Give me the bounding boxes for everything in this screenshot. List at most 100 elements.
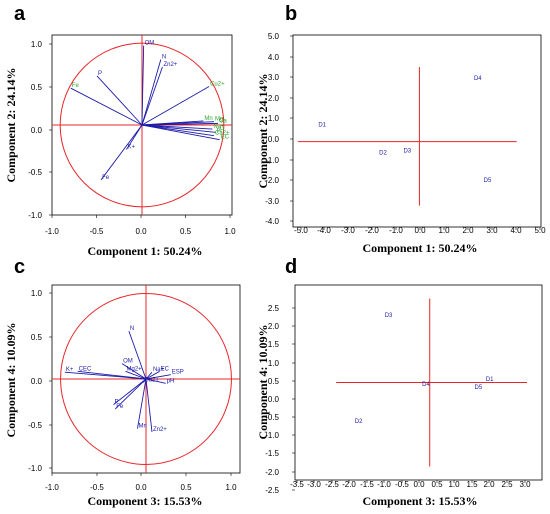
x-tick-label: 0.0 (135, 483, 147, 492)
x-tick-label: 0.5 (431, 480, 443, 489)
score-point-label: D4 (474, 76, 482, 82)
y-tick-label: 3.0 (268, 73, 280, 82)
loading-label: Zn2+ (163, 62, 177, 68)
y-tick-label: 0.0 (31, 126, 43, 135)
score-point-label: D3 (385, 313, 393, 319)
y-tick-label: -0.5 (28, 168, 42, 177)
loading-label: Mg (215, 117, 223, 123)
x-tick-label: 5.0 (534, 226, 546, 235)
x-tick-label: -1.0 (45, 227, 59, 236)
loading-vector (141, 122, 219, 126)
y-tick-label: -1.5 (265, 449, 279, 458)
y-tick-label: 2.0 (268, 94, 280, 103)
loading-label: Mn (204, 116, 212, 122)
x-tick-label: 0.0 (413, 480, 425, 489)
x-tick-label: 0.0 (135, 227, 147, 236)
loading-label: Ca2+ (215, 131, 230, 137)
loading-vector (114, 378, 147, 410)
loading-vector (145, 378, 166, 384)
y-tick-label: 5.0 (268, 32, 280, 41)
x-tick-label: -2.5 (325, 480, 339, 489)
x-tick-label: -1.0 (377, 480, 391, 489)
x-tick-label: 3.0 (519, 480, 531, 489)
y-tick-label: -2.5 (265, 486, 279, 495)
x-tick-label: 4.0 (510, 226, 522, 235)
y-tick-label: 0.5 (268, 377, 280, 386)
loading-vector (141, 124, 215, 137)
loading-label: EC (161, 366, 170, 372)
loading-vector (141, 124, 216, 133)
x-tick-label: -3.0 (341, 226, 355, 235)
x-tick-label: 0.5 (180, 483, 192, 492)
loading-label: Mn (138, 424, 146, 430)
x-tick-label: 1.0 (448, 480, 460, 489)
score-point-label: D1 (318, 123, 326, 129)
loading-vector (137, 378, 147, 429)
y-tick-label: -0.5 (28, 421, 42, 430)
panel-letter-c: c (14, 256, 25, 278)
loading-label: K+ (127, 145, 135, 151)
loading-vector (77, 370, 147, 380)
loading-label: K+ (66, 367, 74, 373)
loading-vector (141, 66, 163, 126)
score-point-label: D2 (355, 419, 363, 425)
panel-letter-a: a (14, 3, 26, 25)
loading-vector (121, 363, 147, 380)
loading-label: Na+ (153, 367, 165, 373)
x-axis-title: Component 1: 50.24% (362, 241, 477, 255)
y-tick-label: -1.0 (265, 431, 279, 440)
loading-vector (100, 124, 143, 181)
y-tick-label: 1.0 (31, 40, 43, 49)
x-tick-label: -1.5 (360, 480, 374, 489)
x-tick-label: 1.0 (225, 483, 237, 492)
y-tick-label: 0.0 (268, 135, 280, 144)
y-tick-label: -2.0 (265, 468, 279, 477)
loading-label: CEC (79, 366, 92, 372)
x-tick-label: -0.5 (90, 483, 104, 492)
loading-label: Mg2+ (126, 366, 142, 372)
y-axis-title: Component 4: 10.09% (4, 322, 18, 437)
loading-label: Zn2+ (153, 427, 167, 433)
y-tick-label: 0.5 (31, 333, 43, 342)
x-axis-title: Component 3: 15.53% (87, 494, 202, 508)
x-tick-label: -2.0 (365, 226, 379, 235)
loading-label: P (98, 71, 102, 77)
loading-label: N (130, 326, 134, 332)
x-tick-label: -3.5 (290, 480, 304, 489)
x-tick-label: -1.0 (389, 226, 403, 235)
x-tick-label: 1.5 (466, 480, 478, 489)
loading-label: Ca (219, 118, 227, 124)
x-tick-label: -1.0 (45, 483, 59, 492)
plot-frame-b (292, 34, 542, 228)
x-tick-label: -5.0 (294, 226, 308, 235)
loading-vector (128, 330, 147, 380)
y-tick-label: 0.0 (268, 395, 280, 404)
loading-label: Fe (102, 175, 110, 181)
score-point-label: D2 (379, 150, 387, 156)
loading-vector (145, 374, 171, 380)
x-tick-label: -4.0 (317, 226, 331, 235)
loading-label: OM (123, 359, 133, 365)
x-tick-label: 0.0 (414, 226, 426, 235)
x-tick-label: 0.5 (180, 227, 192, 236)
x-tick-label: -2.0 (342, 480, 356, 489)
y-tick-label: 1.5 (268, 340, 280, 349)
x-tick-label: -3.0 (307, 480, 321, 489)
y-axis-title: Component 4: 10.09% (256, 324, 270, 439)
panel-letter-b: b (285, 3, 297, 25)
loading-label: P (115, 400, 119, 406)
loading-vector (145, 371, 153, 380)
y-tick-label: -1.0 (265, 156, 279, 165)
loading-label: N (162, 55, 166, 61)
loading-vector (145, 370, 160, 380)
x-tick-label: 2.5 (501, 480, 513, 489)
y-tick-label: -2.0 (265, 176, 279, 185)
x-axis-title: Component 1: 50.24% (87, 244, 202, 258)
loading-label: Cu2+ (210, 82, 225, 88)
y-tick-label: -4.0 (265, 217, 279, 226)
x-tick-label: -0.5 (90, 227, 104, 236)
score-point-label: D3 (403, 148, 411, 154)
x-axis-title: Component 3: 15.53% (362, 494, 477, 508)
x-tick-label: 3.0 (486, 226, 498, 235)
